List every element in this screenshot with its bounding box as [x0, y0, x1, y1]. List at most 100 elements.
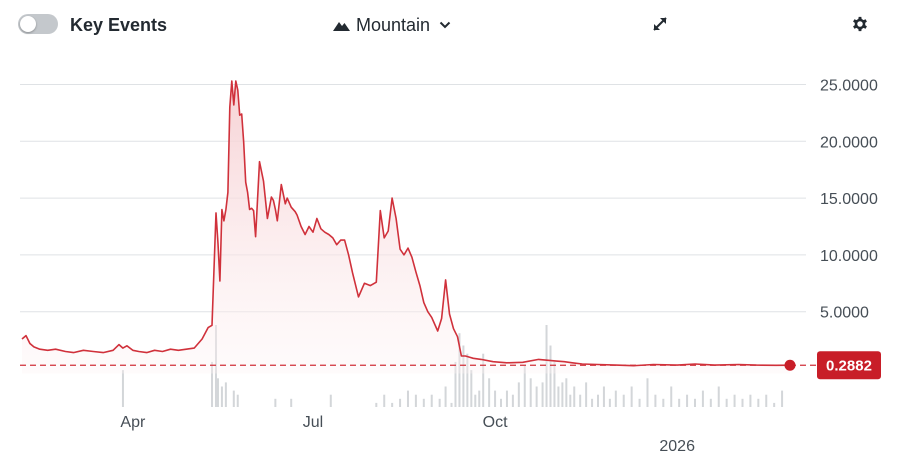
price-chart[interactable]: 25.0000 20.0000 15.0000 10.0000 5.0000 Apr Ju…	[0, 50, 900, 460]
volume-bar	[565, 378, 568, 407]
last-price-badge-bg	[817, 351, 881, 380]
volume-bar	[232, 390, 235, 407]
volume-bar	[597, 394, 599, 407]
volume-bar	[494, 390, 497, 407]
volume-bar	[383, 394, 386, 407]
volume-bar	[414, 394, 417, 407]
volume-bar	[406, 390, 409, 407]
y-axis-labels: 25.0000 20.0000 15.0000 10.0000 5.0000	[820, 78, 878, 322]
volume-bar	[608, 398, 611, 407]
y-tick-label: 5.0000	[820, 305, 869, 322]
volume-bar	[517, 382, 520, 407]
volume-bar	[585, 382, 588, 407]
volume-bar	[557, 386, 560, 407]
volume-bar	[391, 402, 394, 407]
chart-type-label: Mountain	[356, 15, 431, 35]
volume-bar	[529, 378, 532, 407]
volume-bar	[224, 382, 227, 407]
volume-bar	[602, 386, 605, 407]
volume-bar	[701, 390, 704, 407]
expand-icon[interactable]	[650, 14, 670, 34]
volume-bar	[466, 353, 469, 407]
x-axis-labels: Apr Jul Oct 2026	[120, 414, 695, 455]
volume-bar	[678, 398, 681, 407]
volume-bar	[505, 390, 508, 407]
volume-bar	[591, 398, 594, 407]
chevron-down-icon	[439, 21, 451, 29]
volume-bar	[482, 353, 485, 407]
volume-bar	[236, 394, 239, 407]
volume-bar	[478, 390, 481, 407]
volume-bar	[773, 402, 776, 407]
volume-bar	[638, 398, 641, 407]
volume-bar	[757, 398, 760, 407]
volume-bar	[454, 361, 457, 407]
volume-bar	[444, 386, 447, 407]
volume-bar	[561, 382, 564, 407]
x-tick-label: Oct	[483, 414, 508, 431]
volume-bar	[422, 398, 425, 407]
volume-bar	[614, 390, 617, 407]
volume-bar	[470, 370, 473, 407]
volume-bar	[733, 394, 736, 407]
volume-bar	[709, 398, 712, 407]
volume-bar	[211, 361, 214, 407]
x-tick-label: Apr	[120, 414, 146, 431]
volume-bar	[274, 398, 277, 407]
volume-bar	[573, 386, 576, 407]
volume-bar	[569, 394, 572, 407]
y-tick-label: 10.0000	[820, 248, 878, 265]
volume-bar	[375, 402, 378, 407]
volume-bar	[741, 398, 744, 407]
volume-bar	[220, 386, 223, 407]
volume-bar	[717, 386, 720, 407]
volume-bar	[579, 394, 582, 407]
volume-bar	[329, 394, 332, 407]
volume-bar	[686, 394, 689, 407]
volume-bar	[646, 378, 649, 407]
price-area	[22, 81, 790, 374]
volume-bar	[622, 394, 625, 407]
last-price-marker	[784, 359, 796, 371]
volume-bar	[430, 394, 433, 407]
volume-bar	[670, 386, 673, 407]
x-tick-label: 2026	[659, 438, 695, 455]
key-events-toggle[interactable]	[18, 14, 58, 34]
volume-bar	[290, 398, 293, 407]
volume-bar	[535, 386, 538, 407]
volume-bar	[474, 394, 477, 407]
toggle-knob	[20, 16, 36, 32]
chart-toolbar: Key Events Mountain	[0, 0, 900, 50]
volume-bar	[450, 402, 453, 407]
volume-bar	[630, 386, 633, 407]
volume-bar	[662, 398, 665, 407]
volume-bar	[399, 398, 402, 407]
volume-bar	[781, 390, 784, 407]
key-events-label: Key Events	[70, 15, 168, 35]
volume-bar	[511, 394, 514, 407]
volume-bar	[500, 398, 503, 407]
price-line	[21, 80, 791, 367]
gear-icon[interactable]	[850, 14, 870, 34]
volume-bar	[749, 394, 752, 407]
volume-bar	[462, 345, 465, 407]
volume-bar	[765, 394, 768, 407]
y-tick-label: 20.0000	[820, 134, 878, 151]
last-price-badge: 0.2882	[817, 351, 881, 380]
volume-bar	[553, 361, 556, 407]
volume-bar	[438, 398, 441, 407]
volume-bar	[654, 394, 657, 407]
volume-bar	[693, 398, 696, 407]
last-price-label: 0.2882	[826, 358, 872, 375]
mountain-icon	[333, 22, 350, 31]
volume-bar	[725, 398, 728, 407]
volume-bar	[523, 366, 526, 407]
y-tick-label: 25.0000	[820, 78, 878, 95]
volume-bar	[549, 345, 552, 407]
chart-type-dropdown[interactable]: Mountain	[333, 12, 451, 38]
x-tick-label: Jul	[303, 414, 323, 431]
y-tick-label: 15.0000	[820, 191, 878, 208]
volume-bar	[541, 382, 544, 407]
volume-bar	[488, 378, 491, 407]
volume-bar	[216, 378, 219, 407]
